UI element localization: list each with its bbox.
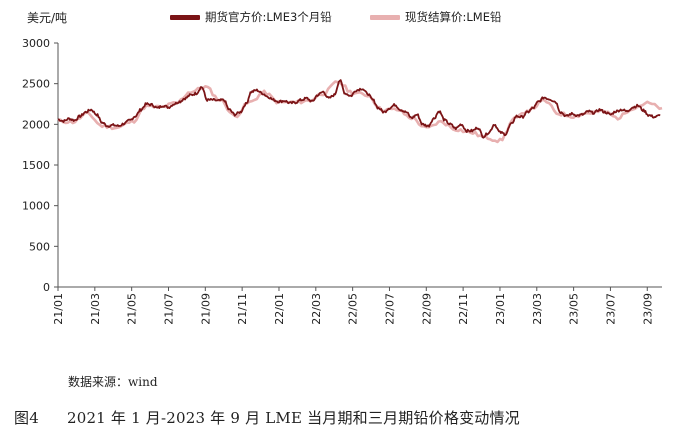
x-tick-label: 22/03 (310, 293, 323, 325)
axes (57, 43, 662, 288)
x-tick-label: 21/09 (199, 293, 212, 325)
series-line-spot (57, 80, 663, 144)
figure-title: 2021 年 1 月-2023 年 9 月 LME 当月期和三月期铅价格变动情况 (66, 409, 520, 427)
x-tick-label: 22/01 (273, 293, 286, 325)
x-tick-label: 21/01 (52, 293, 65, 325)
data-source-note: 数据来源：wind (68, 375, 158, 389)
y-tick-label: 1500 (22, 159, 50, 172)
y-tick-label: 500 (29, 240, 50, 253)
x-tick-label: 23/03 (531, 293, 544, 325)
x-tick-label: 21/03 (89, 293, 102, 325)
legend-swatch-futures (170, 14, 200, 20)
legend-swatch-spot (370, 14, 400, 20)
figure-caption: 图4 2021 年 1 月-2023 年 9 月 LME 当月期和三月期铅价格变动… (14, 407, 520, 428)
x-tick-label: 22/11 (457, 293, 470, 325)
x-tick-label: 21/07 (162, 293, 175, 325)
series-lines (57, 79, 663, 144)
x-tick-label: 21/05 (126, 293, 139, 325)
figure-number: 图4 (14, 409, 39, 427)
x-tick-label: 23/09 (641, 293, 654, 325)
x-tick-label: 22/07 (383, 293, 396, 325)
y-axis-unit-label: 美元/吨 (27, 11, 68, 25)
legend-item-spot: 现货结算价:LME铅 (370, 9, 501, 25)
x-tick-label: 22/05 (347, 293, 360, 325)
x-tick-label: 23/01 (494, 293, 507, 325)
y-tick-label: 2500 (22, 78, 50, 91)
y-tick-label: 2000 (22, 118, 50, 131)
legend-label-futures: 期货官方价:LME3个月铅 (205, 10, 332, 24)
x-tick-label: 23/07 (604, 293, 617, 325)
x-axis-ticks: 21/01 21/03 21/05 21/07 21/09 21/11 22/01 22/03… (52, 287, 654, 325)
y-tick-label: 0 (43, 281, 50, 294)
y-tick-label: 1000 (22, 200, 50, 213)
legend-label-spot: 现货结算价:LME铅 (405, 10, 502, 24)
legend-item-futures: 期货官方价:LME3个月铅 (170, 9, 332, 25)
y-tick-label: 3000 (22, 37, 50, 50)
x-tick-label: 21/11 (236, 293, 249, 325)
line-chart: 0 500 1000 1500 2000 2500 3000 21/01 21/03 21/05… (22, 37, 663, 325)
y-axis-ticks: 0 500 1000 1500 2000 2500 3000 (22, 37, 58, 294)
series-line-futures (57, 79, 661, 139)
x-tick-label: 23/05 (568, 293, 581, 325)
x-tick-label: 22/09 (420, 293, 433, 325)
